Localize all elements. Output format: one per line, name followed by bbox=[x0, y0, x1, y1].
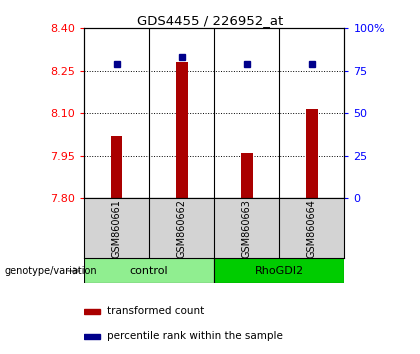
Text: transformed count: transformed count bbox=[108, 306, 205, 316]
Text: GSM860662: GSM860662 bbox=[177, 199, 186, 258]
Bar bbox=[111, 136, 122, 198]
Text: GSM860661: GSM860661 bbox=[112, 199, 121, 258]
Bar bbox=[84, 258, 214, 283]
Text: genotype/variation: genotype/variation bbox=[4, 266, 97, 276]
Text: GDS4455 / 226952_at: GDS4455 / 226952_at bbox=[137, 14, 283, 27]
Text: RhoGDI2: RhoGDI2 bbox=[255, 266, 304, 276]
Bar bbox=[241, 153, 252, 198]
Bar bbox=[84, 334, 100, 339]
Bar bbox=[176, 62, 187, 198]
Bar bbox=[214, 258, 344, 283]
Bar bbox=[84, 309, 100, 314]
Text: control: control bbox=[130, 266, 168, 276]
Text: GSM860664: GSM860664 bbox=[307, 199, 317, 258]
Text: GSM860663: GSM860663 bbox=[242, 199, 252, 258]
Text: percentile rank within the sample: percentile rank within the sample bbox=[108, 331, 284, 341]
Bar bbox=[306, 109, 318, 198]
